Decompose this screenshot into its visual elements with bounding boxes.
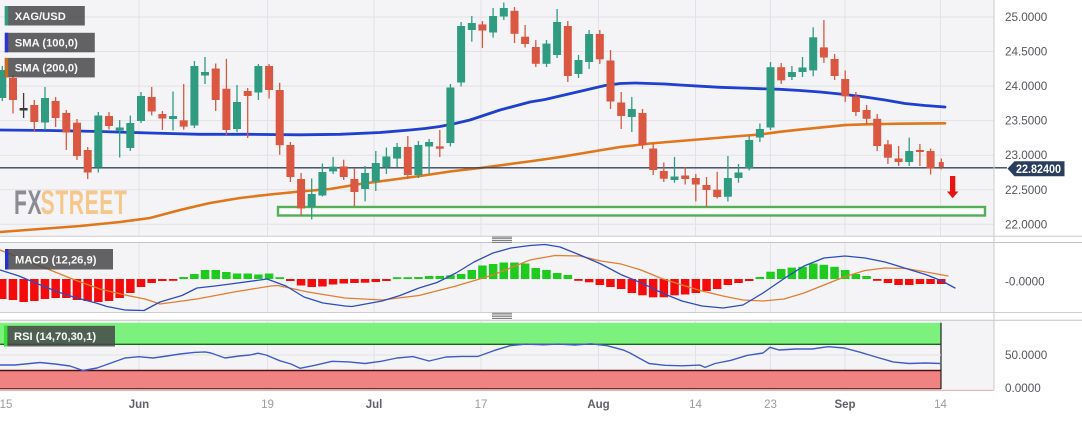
svg-text:SMA (100,0): SMA (100,0) — [15, 38, 78, 50]
svg-text:22.82400: 22.82400 — [1016, 162, 1061, 176]
svg-text:23.5000: 23.5000 — [1005, 115, 1048, 128]
svg-text:Jun: Jun — [129, 399, 149, 411]
svg-text:XAG/USD: XAG/USD — [15, 11, 66, 23]
svg-text:14: 14 — [689, 399, 702, 411]
svg-text:22.5000: 22.5000 — [1005, 184, 1048, 197]
svg-text:24.5000: 24.5000 — [1005, 46, 1048, 59]
svg-text:23.0000: 23.0000 — [1005, 149, 1048, 162]
svg-text:FX: FX — [14, 183, 42, 221]
svg-text:23: 23 — [764, 399, 777, 411]
svg-text:50.0000: 50.0000 — [1005, 349, 1048, 362]
svg-text:15: 15 — [0, 399, 12, 411]
svg-text:STREET: STREET — [41, 183, 128, 221]
svg-text:Sep: Sep — [834, 399, 855, 411]
svg-text:0.0000: 0.0000 — [1005, 382, 1041, 395]
svg-text:MACD (12,26,9): MACD (12,26,9) — [15, 254, 97, 266]
svg-text:SMA (200,0): SMA (200,0) — [15, 63, 78, 75]
svg-text:-0.0000: -0.0000 — [1005, 276, 1045, 289]
svg-text:Jul: Jul — [366, 399, 383, 411]
svg-text:14: 14 — [934, 399, 947, 411]
svg-text:19: 19 — [261, 399, 274, 411]
svg-text:RSI (14,70,30,1): RSI (14,70,30,1) — [14, 331, 96, 343]
svg-text:Aug: Aug — [587, 399, 609, 411]
svg-text:24.0000: 24.0000 — [1005, 80, 1048, 93]
svg-text:17: 17 — [475, 399, 488, 411]
svg-text:22.0000: 22.0000 — [1005, 219, 1048, 232]
svg-text:25.0000: 25.0000 — [1005, 11, 1048, 24]
